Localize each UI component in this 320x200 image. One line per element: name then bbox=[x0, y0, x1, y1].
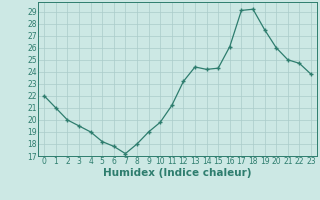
X-axis label: Humidex (Indice chaleur): Humidex (Indice chaleur) bbox=[103, 168, 252, 178]
